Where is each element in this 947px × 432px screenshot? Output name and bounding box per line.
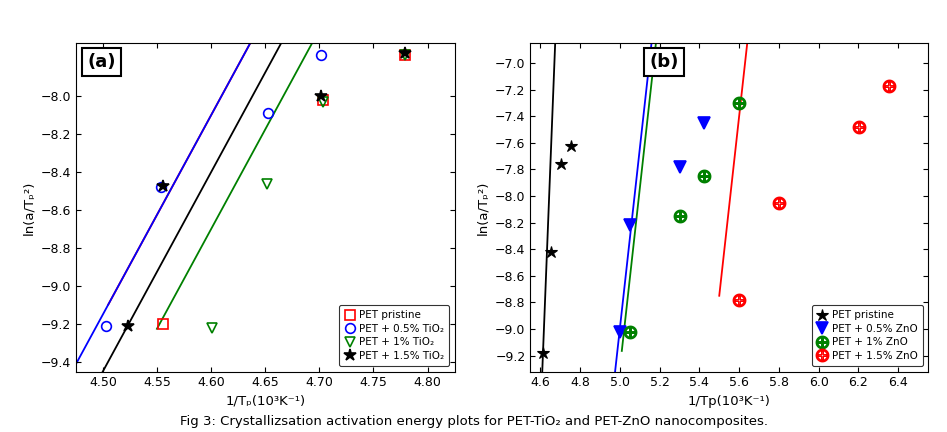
Y-axis label: ln(a/Tₚ²): ln(a/Tₚ²) (22, 180, 35, 235)
X-axis label: 1/Tₚ(10³K⁻¹): 1/Tₚ(10³K⁻¹) (225, 395, 305, 408)
Legend: PET pristine, PET + 0.5% ZnO, PET + 1% ZnO, PET + 1.5% ZnO: PET pristine, PET + 0.5% ZnO, PET + 1% Z… (812, 305, 923, 366)
Y-axis label: ln(a/Tₚ²): ln(a/Tₚ²) (476, 180, 490, 235)
X-axis label: 1/Tp(10³K⁻¹): 1/Tp(10³K⁻¹) (688, 395, 771, 408)
Legend: PET pristine, PET + 0.5% TiO₂, PET + 1% TiO₂, PET + 1.5% TiO₂: PET pristine, PET + 0.5% TiO₂, PET + 1% … (339, 305, 450, 366)
Text: Fig 3: Crystallizsation activation energy plots for PET-TiO₂ and PET-ZnO nanocom: Fig 3: Crystallizsation activation energ… (180, 415, 767, 428)
Text: (b): (b) (650, 53, 679, 71)
Text: (a): (a) (87, 53, 116, 71)
